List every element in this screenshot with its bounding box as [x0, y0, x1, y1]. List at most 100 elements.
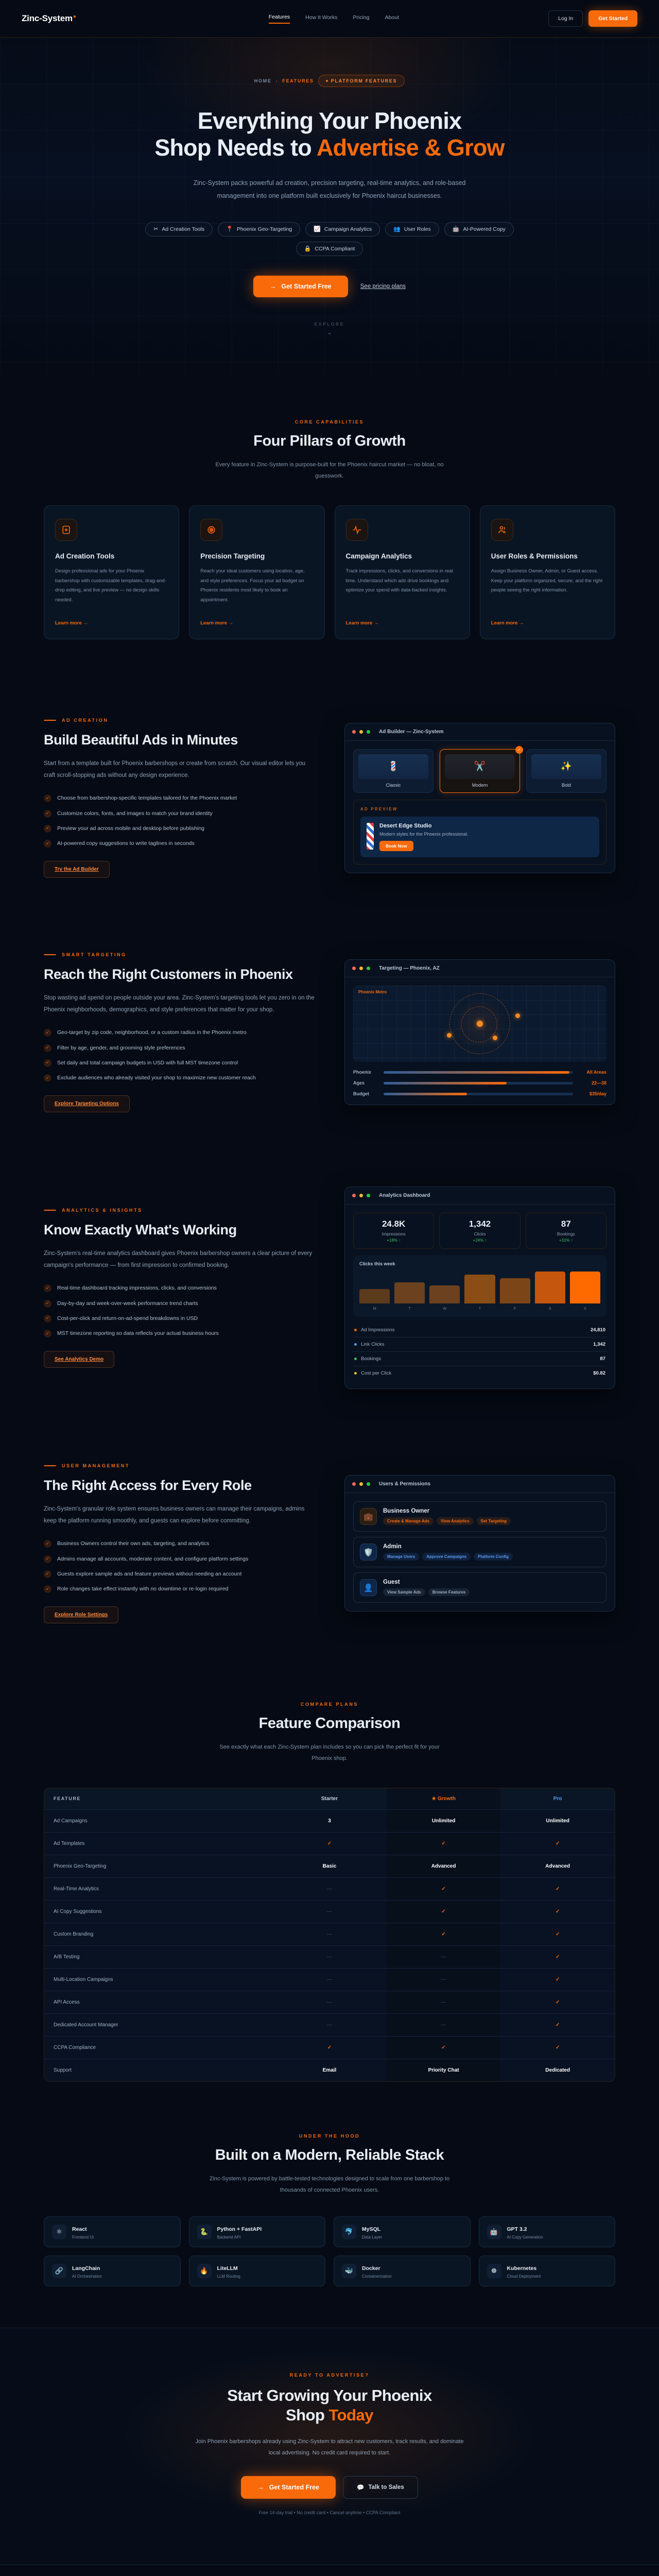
- window-minimize-icon[interactable]: [359, 730, 363, 734]
- map-pin-center: [477, 1021, 483, 1027]
- dash-icon: —: [441, 1954, 446, 1960]
- check-label: Filter by age, gender, and grooming styl…: [57, 1044, 185, 1051]
- explore-role-settings-button[interactable]: Explore Role Settings: [44, 1606, 119, 1624]
- chip-ccpa-compliant[interactable]: 🔒 CCPA Compliant: [296, 242, 363, 257]
- pillar-learn-more-link[interactable]: Learn more →: [345, 620, 379, 626]
- table-row: Support Email Priority Chat Dedicated: [44, 2059, 615, 2082]
- role-row-business-owner[interactable]: 💼 Business Owner Create & Manage Ads Vie…: [353, 1501, 606, 1532]
- kpi-delta: +24% ↑: [473, 1238, 487, 1243]
- table-cell-starter: —: [272, 2014, 387, 2036]
- status-dot-icon: [354, 1329, 357, 1332]
- pillar-title: User Roles & Permissions: [491, 552, 578, 561]
- breadcrumb-features[interactable]: FEATURES: [282, 78, 314, 83]
- chip-phoenix-geo-targeting[interactable]: 📍 Phoenix Geo-Targeting: [218, 222, 301, 237]
- analytics-body: 24.8K Impressions +18% ↑ 1,342 Clicks +2…: [345, 1205, 615, 1388]
- talk-to-sales-button[interactable]: 💬 Talk to Sales: [342, 2476, 418, 2499]
- template-picker: 💈 Classic ✓ ✂️ Modern ✨ Bold: [353, 745, 606, 793]
- nav-link-about[interactable]: About: [385, 14, 399, 21]
- explore-targeting-button[interactable]: Explore Targeting Options: [44, 1095, 130, 1113]
- eyebrow-bar-icon: [44, 720, 56, 721]
- explore-indicator: EXPLORE ⌄: [44, 322, 615, 336]
- pillar-card-precision-targeting[interactable]: Precision Targeting Reach your ideal cus…: [189, 505, 325, 640]
- final-get-started-button[interactable]: → Get Started Free: [241, 2476, 336, 2499]
- pillar-learn-more-link[interactable]: Learn more →: [200, 620, 234, 626]
- talk-to-sales-label: Talk to Sales: [368, 2484, 404, 2490]
- nav-link-features[interactable]: Features: [268, 14, 290, 24]
- check-icon: ✓: [44, 1314, 51, 1323]
- try-ad-builder-button[interactable]: Try the Ad Builder: [44, 861, 110, 878]
- window-close-icon[interactable]: [352, 1194, 356, 1198]
- book-now-button[interactable]: Book Now: [379, 840, 413, 851]
- stack-role: AI Orchestration: [72, 2274, 102, 2279]
- target-icon: [200, 519, 223, 541]
- slider-ages[interactable]: Ages 22—38: [353, 1080, 606, 1086]
- pillar-learn-more-link[interactable]: Learn more →: [55, 620, 88, 626]
- check-label: Real-time dashboard tracking impressions…: [57, 1285, 217, 1292]
- hero-title-line1: Everything Your Phoenix: [197, 108, 462, 134]
- nav-link-pricing[interactable]: Pricing: [353, 14, 370, 21]
- check-label: AI-powered copy suggestions to write tag…: [57, 840, 195, 847]
- slider-track[interactable]: [384, 1071, 573, 1074]
- chip-campaign-analytics[interactable]: 📈 Campaign Analytics: [305, 222, 380, 237]
- pillar-title: Campaign Analytics: [345, 552, 412, 561]
- window-maximize-icon[interactable]: [367, 967, 370, 971]
- slider-track[interactable]: [384, 1092, 573, 1095]
- check-item: ✓ Choose from barbershop-specific templat…: [44, 794, 315, 803]
- mock-titlebar: Analytics Dashboard: [345, 1187, 615, 1205]
- lock-icon: 🔒: [304, 245, 311, 252]
- window-close-icon[interactable]: [352, 1482, 356, 1486]
- targeting-copy: SMART TARGETING Reach the Right Customer…: [44, 952, 315, 1113]
- table-cell-feature: Support: [54, 2067, 72, 2074]
- window-maximize-icon[interactable]: [367, 1482, 370, 1486]
- window-minimize-icon[interactable]: [359, 1482, 363, 1486]
- check-label: Choose from barbershop-specific template…: [57, 795, 237, 802]
- slider-budget[interactable]: Budget $35/day: [353, 1091, 606, 1096]
- phoenix-map[interactable]: Phoenix Metro: [353, 986, 606, 1062]
- template-option-modern[interactable]: ✓ ✂️ Modern: [440, 745, 523, 793]
- see-analytics-demo-button[interactable]: See Analytics Demo: [44, 1351, 115, 1368]
- bar-column: F: [499, 1272, 530, 1311]
- template-option-bold[interactable]: ✨ Bold: [526, 749, 606, 793]
- chip-user-roles[interactable]: 👥 User Roles: [385, 222, 439, 237]
- pillar-learn-more-link[interactable]: Learn more →: [491, 620, 524, 626]
- pillar-card-user-roles[interactable]: User Roles & Permissions Assign Business…: [479, 505, 615, 640]
- check-icon: ✓: [556, 1909, 560, 1915]
- stack-role: Data Layer: [362, 2235, 383, 2240]
- nav-link-how-it-works[interactable]: How It Works: [305, 14, 338, 21]
- slider-phoenix[interactable]: Phoenix All Areas: [353, 1070, 606, 1075]
- breadcrumb-current: PLATFORM FEATURES: [318, 75, 405, 87]
- login-button[interactable]: Log In: [548, 10, 583, 27]
- window-minimize-icon[interactable]: [359, 1194, 363, 1198]
- slider-value: $35/day: [589, 1091, 606, 1097]
- pillar-body: Design professional ads for your Phoenix…: [55, 568, 166, 603]
- window-close-icon[interactable]: [352, 967, 356, 971]
- breadcrumb-home[interactable]: HOME: [254, 78, 272, 83]
- get-started-button[interactable]: Get Started: [588, 10, 637, 27]
- hero-subtitle: Zinc-System packs powerful ad creation, …: [193, 179, 466, 200]
- slider-track[interactable]: [384, 1081, 573, 1084]
- bar: [499, 1278, 530, 1304]
- comparison-section: COMPARE PLANS Feature Comparison See exa…: [0, 1660, 659, 2123]
- stack-name: LangChain: [72, 2265, 100, 2272]
- template-option-classic[interactable]: 💈 Classic: [353, 749, 433, 793]
- window-maximize-icon[interactable]: [367, 730, 370, 734]
- stat-name: Link Clicks: [361, 1342, 385, 1348]
- targeting-sliders: Phoenix All Areas Ages 22—38 Budget $35/…: [353, 1070, 606, 1096]
- role-row-guest[interactable]: 👤 Guest View Sample Ads Browse Features: [353, 1572, 606, 1603]
- window-maximize-icon[interactable]: [367, 1194, 370, 1198]
- chip-ai-powered-copy[interactable]: 🤖 AI-Powered Copy: [444, 222, 514, 237]
- bar-label: T: [478, 1306, 481, 1311]
- chip-ad-creation-tools[interactable]: ✂ Ad Creation Tools: [145, 222, 213, 237]
- bar-label: S: [583, 1306, 586, 1311]
- window-close-icon[interactable]: [352, 730, 356, 734]
- hero-get-started-button[interactable]: → Get Started Free: [253, 276, 348, 298]
- brand-logo[interactable]: Zinc-System●: [22, 13, 76, 24]
- bar-label: S: [548, 1306, 551, 1311]
- pillar-card-ad-creation[interactable]: Ad Creation Tools Design professional ad…: [44, 505, 180, 640]
- role-row-admin[interactable]: 🛡️ Admin Manage Users Approve Campaigns …: [353, 1537, 606, 1568]
- see-pricing-link[interactable]: See pricing plans: [360, 283, 406, 290]
- pillar-card-campaign-analytics[interactable]: Campaign Analytics Track impressions, cl…: [334, 505, 470, 640]
- window-minimize-icon[interactable]: [359, 967, 363, 971]
- check-label: Geo-target by zip code, neighborhood, or…: [57, 1029, 247, 1036]
- table-cell-starter: —: [272, 1878, 387, 1900]
